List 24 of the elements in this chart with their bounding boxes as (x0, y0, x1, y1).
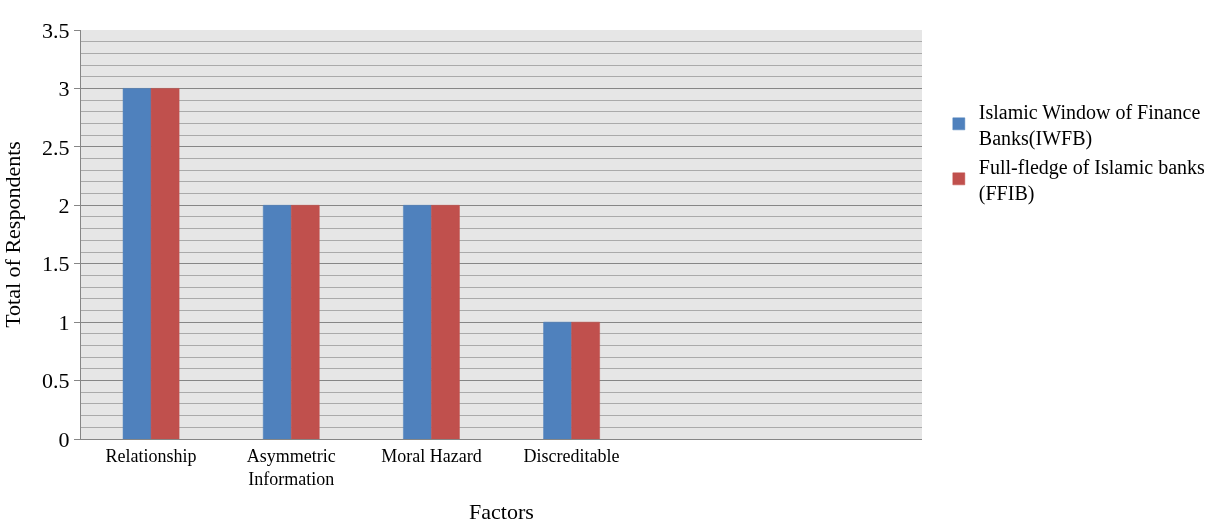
legend-label: Full-fledge of Islamic banks (FFIB) (978, 155, 1206, 205)
legend-label: Islamic Window of Finance Banks(IWFB) (978, 100, 1201, 150)
x-axis-title: Factors (469, 498, 534, 524)
x-tick-label: Relationship (105, 445, 197, 466)
y-tick-label: 3 (58, 76, 70, 102)
bar (262, 205, 292, 439)
y-tick-label: 1.5 (42, 251, 70, 277)
bar (431, 205, 460, 439)
y-tick-label: 2.5 (42, 134, 70, 160)
x-tick-label: Moral Hazard (381, 445, 482, 466)
y-tick-label: 0.5 (42, 368, 70, 394)
y-axis-title: Total of Respondents (0, 141, 25, 328)
x-tick-label: Discreditable (523, 445, 620, 466)
y-tick-label: 2 (58, 192, 70, 218)
bar (543, 321, 572, 439)
y-tick-label: 3.5 (42, 17, 70, 43)
bar (571, 321, 600, 439)
y-tick-label: 0 (58, 426, 70, 452)
bar (403, 205, 432, 439)
x-tick-label: Asymmetric Information (246, 445, 336, 489)
bar (122, 88, 152, 439)
y-tick-label: 1 (58, 309, 70, 335)
bar (150, 88, 180, 439)
bar (291, 205, 320, 439)
